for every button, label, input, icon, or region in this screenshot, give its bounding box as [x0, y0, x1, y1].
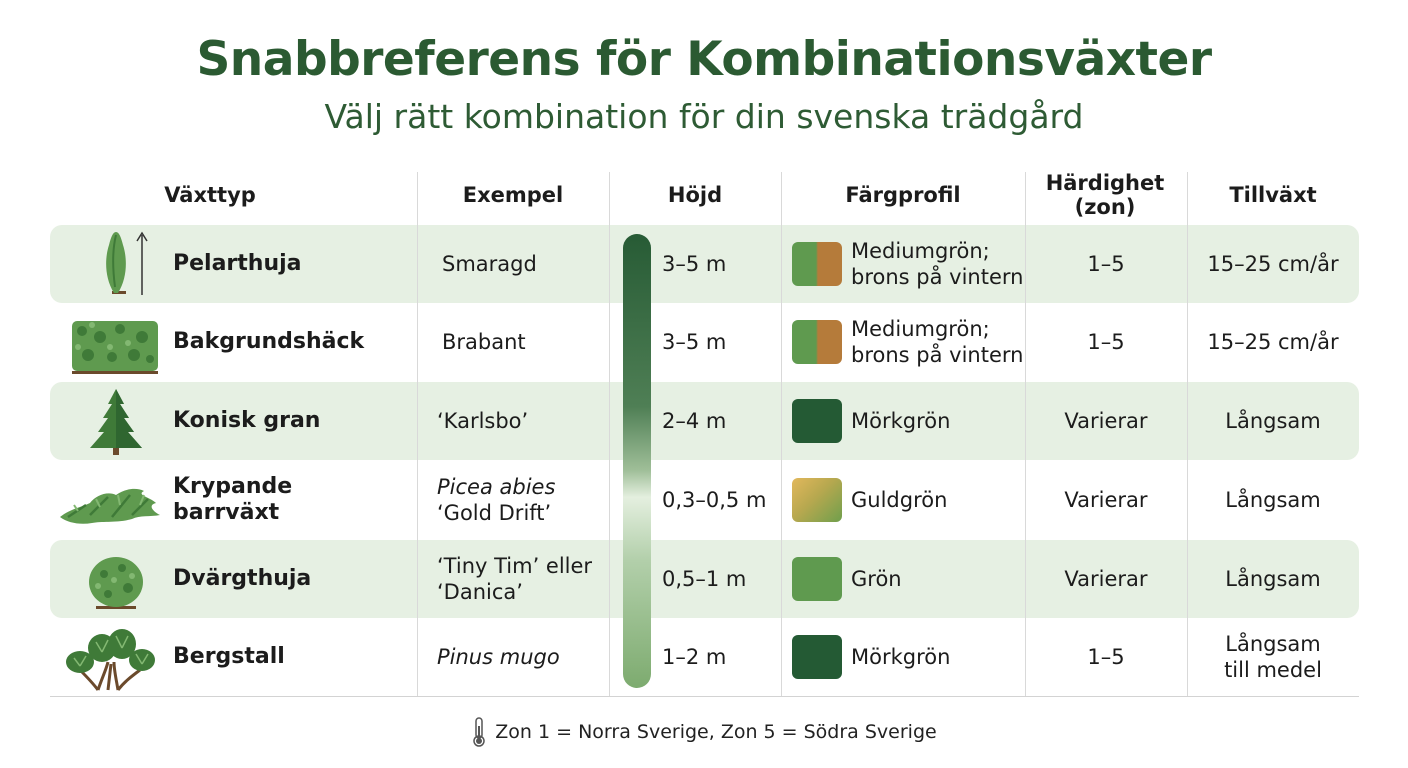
- column-divider: [609, 172, 610, 696]
- page-title: Snabbreferens för Kombinationsväxter: [196, 32, 1212, 87]
- row-pelarthuja: Pelarthuja Smaragd 3–5 m Mediumgrön; bro…: [50, 225, 1359, 303]
- conical-spruce-icon: [90, 389, 142, 455]
- color-line2: brons på vintern: [851, 265, 1024, 289]
- color-profile: Mediumgrön; brons på vintern: [851, 225, 1023, 303]
- row-bergstall: Bergstall Pinus mugo 1–2 m Mörkgrön 1–5 …: [50, 618, 1359, 696]
- hedge-icon: [72, 321, 158, 374]
- hardiness: 1–5: [1087, 645, 1125, 669]
- height: 0,5–1 m: [662, 567, 747, 591]
- color-profile: Guldgrön: [851, 488, 948, 512]
- hardiness: 1–5: [1087, 252, 1125, 276]
- header-height: Höjd: [667, 183, 723, 207]
- color-profile: Mörkgrön: [851, 645, 951, 669]
- column-divider: [1187, 172, 1188, 696]
- height: 3–5 m: [662, 252, 727, 276]
- growth-line1: Långsam: [1225, 632, 1321, 656]
- type-line1: Krypande: [173, 474, 293, 499]
- color-profile: Mediumgrön; brons på vintern: [851, 303, 1023, 381]
- creeping-conifer-icon: [60, 488, 160, 524]
- header-hardiness-line2: (zon): [1074, 195, 1136, 219]
- height: 1–2 m: [662, 645, 727, 669]
- growth: Långsam till medel: [1187, 618, 1359, 696]
- color-swatch: [792, 635, 842, 679]
- color-line1: Mediumgrön;: [851, 239, 990, 263]
- height: 2–4 m: [662, 409, 727, 433]
- dwarf-thuja-icon: [89, 557, 143, 609]
- type-name: Pelarthuja: [173, 251, 302, 276]
- header-type: Växttyp: [164, 183, 256, 207]
- color-swatch: [792, 320, 842, 364]
- example-line1: Picea abies: [437, 475, 556, 499]
- table-row: [50, 540, 1359, 618]
- growth: 15–25 cm/år: [1207, 252, 1339, 276]
- color-line1: Mediumgrön;: [851, 317, 990, 341]
- example-line1: ‘Tiny Tim’ eller: [437, 554, 593, 578]
- columnar-thuja-icon: [106, 231, 148, 295]
- footnote: Zon 1 = Norra Sverige, Zon 5 = Södra Sve…: [0, 716, 1408, 748]
- header-hardiness-line1: Härdighet: [1045, 171, 1165, 195]
- height-gradient-bar: [623, 234, 651, 688]
- type-name: Dvärgthuja: [173, 566, 312, 591]
- example: ‘Tiny Tim’ eller ‘Danica’: [437, 540, 592, 618]
- header-color: Färgprofil: [845, 183, 961, 207]
- table-row: [50, 225, 1359, 303]
- growth: Långsam: [1225, 488, 1321, 512]
- column-divider: [781, 172, 782, 696]
- growth: Långsam: [1225, 409, 1321, 433]
- height: 0,3–0,5 m: [662, 488, 767, 512]
- row-konisk-gran: Konisk gran ‘Karlsbo’ 2–4 m Mörkgrön Var…: [50, 382, 1359, 460]
- example: ‘Karlsbo’: [437, 409, 529, 433]
- example: Pinus mugo: [437, 645, 560, 669]
- example: Picea abies ‘Gold Drift’: [437, 461, 555, 539]
- hardiness: Varierar: [1064, 409, 1148, 433]
- plant-table: Växttyp Exempel Höjd Färgprofil Härdighe…: [50, 170, 1359, 700]
- hardiness: Varierar: [1064, 567, 1148, 591]
- row-dvargthuja: Dvärgthuja ‘Tiny Tim’ eller ‘Danica’ 0,5…: [50, 540, 1359, 618]
- table-row: [50, 382, 1359, 460]
- column-divider: [1025, 172, 1026, 696]
- growth: 15–25 cm/år: [1207, 330, 1339, 354]
- color-swatch: [792, 478, 842, 522]
- page-subtitle: Välj rätt kombination för din svenska tr…: [324, 97, 1084, 136]
- growth: Långsam: [1225, 567, 1321, 591]
- color-swatch: [792, 557, 842, 601]
- hardiness: Varierar: [1064, 488, 1148, 512]
- header-growth: Tillväxt: [1229, 183, 1317, 207]
- example-line2: ‘Gold Drift’: [437, 501, 552, 525]
- color-line2: brons på vintern: [851, 343, 1024, 367]
- color-swatch: [792, 399, 842, 443]
- hardiness: 1–5: [1087, 330, 1125, 354]
- height: 3–5 m: [662, 330, 727, 354]
- table-bottom-border: [50, 696, 1359, 697]
- type-name: Bakgrundshäck: [173, 329, 365, 354]
- thermometer-icon: [473, 717, 486, 747]
- example-line2: ‘Danica’: [437, 580, 523, 604]
- column-divider: [417, 172, 418, 696]
- header-hardiness: Härdighet (zon): [1025, 170, 1185, 220]
- type-name: Konisk gran: [173, 408, 321, 433]
- color-swatch: [792, 242, 842, 286]
- example: Brabant: [442, 330, 526, 354]
- mountain-pine-icon: [66, 629, 155, 691]
- type-name: Krypande barrväxt: [173, 461, 292, 539]
- row-krypande-barrvaxt: Krypande barrväxt Picea abies ‘Gold Drif…: [50, 461, 1359, 539]
- color-profile: Mörkgrön: [851, 409, 951, 433]
- example: Smaragd: [442, 252, 537, 276]
- header-example: Exempel: [462, 183, 564, 207]
- type-line2: barrväxt: [173, 500, 280, 525]
- color-profile: Grön: [851, 567, 902, 591]
- growth-line2: till medel: [1224, 658, 1322, 682]
- row-bakgrundshack: Bakgrundshäck Brabant 3–5 m Mediumgrön; …: [50, 303, 1359, 381]
- type-name: Bergstall: [173, 644, 285, 669]
- footnote-text: Zon 1 = Norra Sverige, Zon 5 = Södra Sve…: [495, 721, 937, 743]
